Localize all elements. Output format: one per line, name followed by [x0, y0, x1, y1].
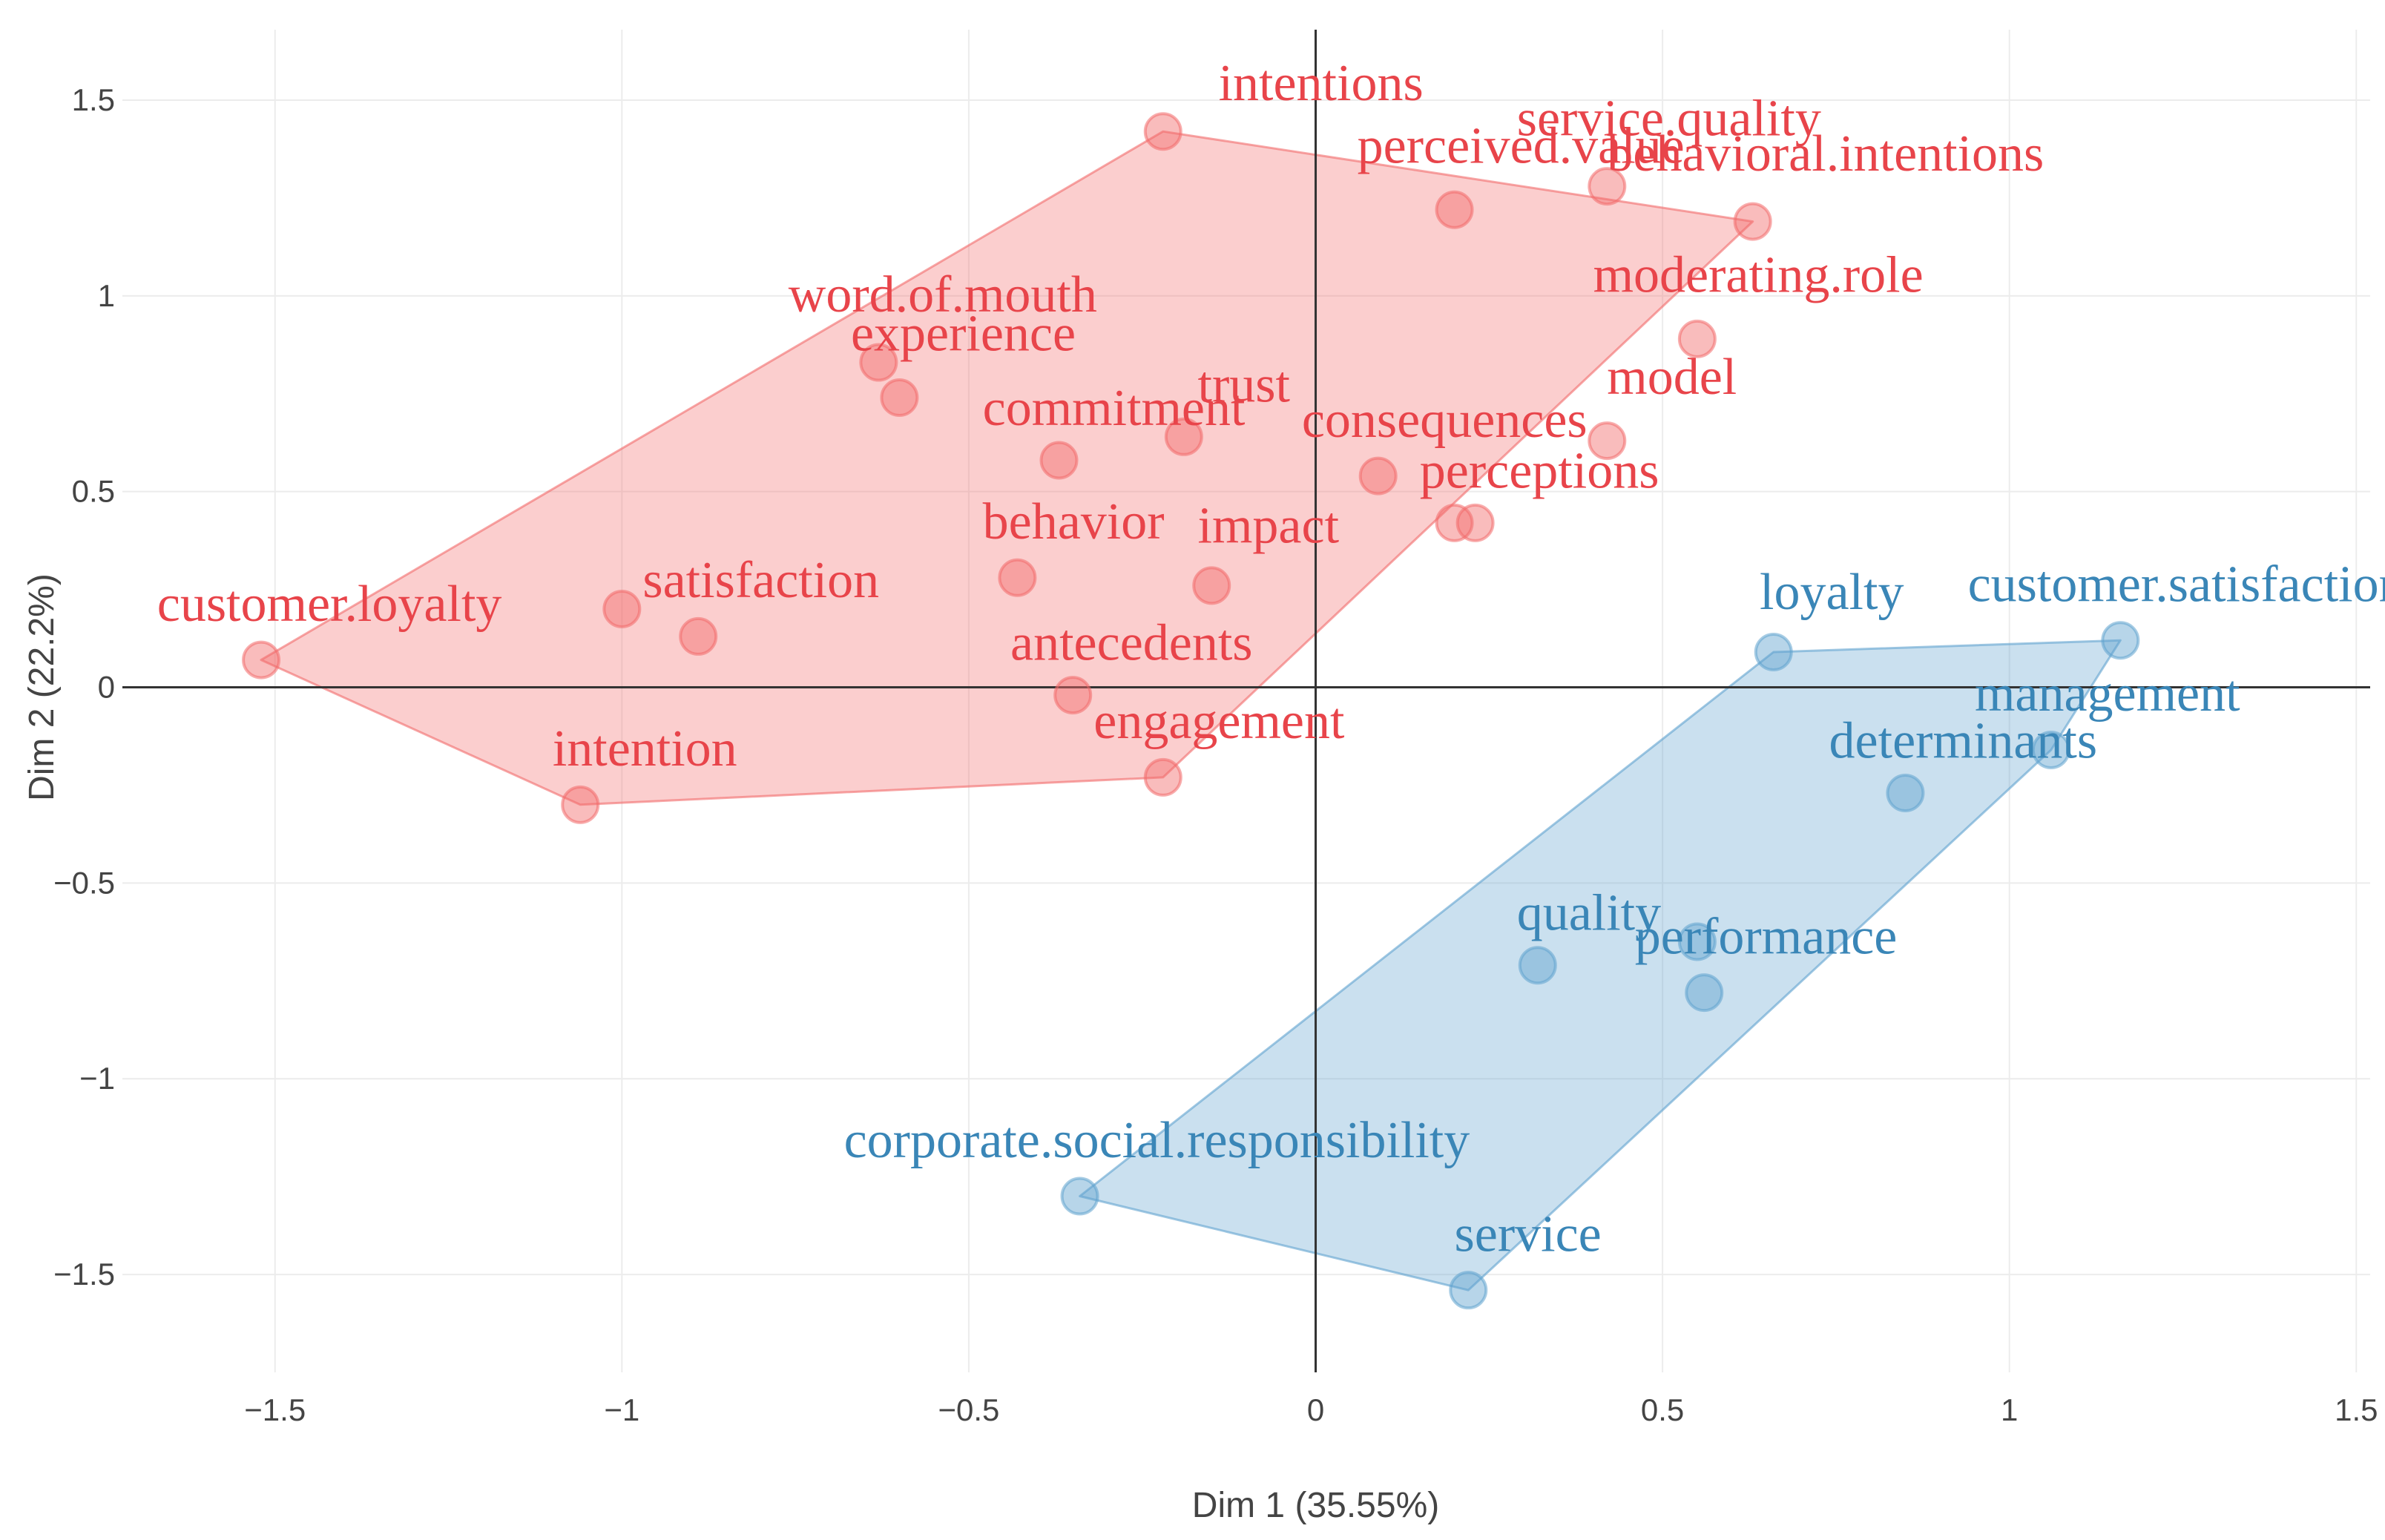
point-label: behavior — [983, 493, 1165, 550]
point-label: corporate.social.responsibility — [844, 1112, 1470, 1169]
point-label: engagement — [1093, 693, 1345, 750]
cluster-1-point — [1435, 190, 1474, 229]
point-label: management — [1975, 665, 2240, 723]
point-label: customer.satisfaction — [1968, 556, 2385, 613]
cluster-1-point — [880, 378, 919, 418]
x-tick-label: 1 — [2001, 1392, 2018, 1427]
cluster-1-point — [1358, 456, 1398, 496]
y-axis-title: Dim 2 (22.2%) — [22, 573, 62, 801]
cluster-2-point — [1518, 946, 1557, 985]
cluster-1-point — [1588, 167, 1627, 206]
cluster-1-point — [242, 640, 281, 679]
cluster-1-point — [998, 558, 1037, 597]
y-tick-label: 1 — [98, 278, 115, 313]
cluster-1-hull — [260, 130, 1754, 806]
cluster-1-point — [679, 616, 718, 656]
y-tick-label: −0.5 — [53, 865, 115, 900]
point-label: determinants — [1829, 713, 2098, 770]
cluster-2-hull — [1079, 639, 2122, 1291]
x-tick-label: −1.5 — [244, 1392, 306, 1427]
point-label: performance — [1635, 908, 1898, 965]
data-points — [242, 112, 2140, 1310]
cluster-2-point — [2101, 621, 2140, 660]
cluster-1-point — [1053, 676, 1093, 715]
point-label: intentions — [1219, 55, 1424, 112]
x-axis-title: Dim 1 (35.55%) — [1192, 1486, 1439, 1525]
y-tick-label: 1.5 — [72, 82, 115, 117]
tick-labels: −1.5 −1 −0.5 0 0.5 1 1.5 −1.5 −1 −0.5 0 0.5 1 1.5 — [53, 82, 2378, 1427]
cluster-1-point — [1588, 421, 1627, 461]
cluster-1-point — [1164, 417, 1203, 456]
zero-axis-lines — [122, 30, 2370, 1372]
cluster-2-point — [1886, 774, 1925, 813]
cluster-1-point — [561, 785, 600, 824]
x-tick-label: −0.5 — [938, 1392, 999, 1427]
point-label: intention — [553, 720, 737, 777]
y-tick-label: 0 — [98, 670, 115, 705]
cluster-2-point — [1685, 973, 1724, 1013]
cluster-2-point — [1060, 1177, 1099, 1216]
point-label: satisfaction — [642, 552, 879, 609]
cluster-1-point — [1455, 503, 1495, 542]
point-labels: intentionsperceived.valueservice.quality… — [157, 55, 2385, 1263]
cluster-1-point — [1677, 319, 1717, 358]
cluster-1-point — [602, 589, 642, 628]
point-label: customer.loyalty — [157, 576, 502, 633]
cluster-hulls — [260, 130, 2122, 1291]
cluster-1-point — [1143, 757, 1182, 797]
point-label: trust — [1198, 356, 1291, 413]
x-tick-label: 0.5 — [1641, 1392, 1684, 1427]
point-label: perceptions — [1420, 442, 1659, 499]
point-label: word.of.mouth — [789, 266, 1097, 323]
point-label: impact — [1198, 497, 1340, 554]
point-label: antecedents — [1010, 615, 1252, 672]
cluster-2-point — [1754, 633, 1793, 672]
point-label: perceived.value — [1358, 117, 1685, 174]
point-label: loyalty — [1760, 564, 1904, 621]
cluster-1-point — [1435, 503, 1474, 542]
point-label: consequences — [1302, 392, 1588, 449]
y-tick-label: 0.5 — [72, 474, 115, 509]
cluster-2-point — [1677, 922, 1717, 961]
cluster-1-point — [859, 343, 898, 382]
point-label: service.quality — [1517, 90, 1821, 147]
x-tick-label: 0 — [1307, 1392, 1324, 1427]
x-tick-label: 1.5 — [2335, 1392, 2378, 1427]
cluster-1-point — [1143, 112, 1182, 151]
y-tick-label: −1.5 — [53, 1257, 115, 1291]
point-label: behavioral.intentions — [1607, 125, 2044, 182]
cluster-1-point — [1192, 566, 1231, 605]
point-label: commitment — [983, 380, 1246, 437]
x-tick-label: −1 — [604, 1392, 639, 1427]
point-label: experience — [851, 306, 1076, 363]
point-label: quality — [1517, 885, 1661, 942]
cluster-1-point — [1733, 202, 1772, 241]
cluster-1-point — [1039, 441, 1079, 480]
y-tick-label: −1 — [79, 1061, 115, 1096]
point-label: model — [1607, 349, 1737, 406]
point-label: service — [1455, 1205, 1602, 1263]
cluster-2-point — [1449, 1271, 1488, 1310]
cluster-2-point — [2031, 730, 2070, 769]
point-label: moderating.role — [1593, 247, 1924, 304]
